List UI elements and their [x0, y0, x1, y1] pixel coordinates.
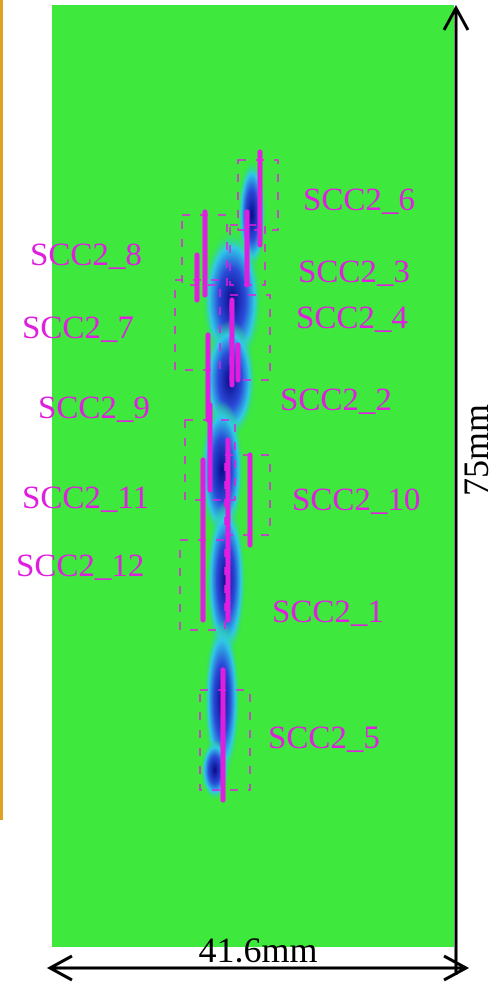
height-label: 75mm	[456, 404, 491, 496]
crack-label: SCC2_8	[30, 237, 142, 273]
crack-label: SCC2_3	[298, 254, 410, 290]
edge-strip	[0, 0, 3, 820]
crack-label: SCC2_5	[268, 720, 380, 756]
crack-label: SCC2_1	[272, 594, 384, 630]
crack-label: SCC2_9	[38, 390, 150, 426]
crack-label: SCC2_12	[16, 548, 144, 584]
scan-figure: 41.6mm 75mm SCC2_6 SCC2_8 SCC2_3 SCC2_7 SCC2…	[0, 0, 491, 987]
width-label: 41.6mm	[198, 930, 317, 970]
crack-label: SCC2_10	[292, 482, 420, 518]
scan-field	[52, 5, 454, 947]
crack-label: SCC2_4	[296, 300, 408, 336]
crack-label: SCC2_11	[22, 480, 149, 516]
crack-label: SCC2_7	[22, 310, 134, 346]
crack-label: SCC2_2	[280, 382, 392, 418]
crack-label: SCC2_6	[303, 182, 415, 218]
